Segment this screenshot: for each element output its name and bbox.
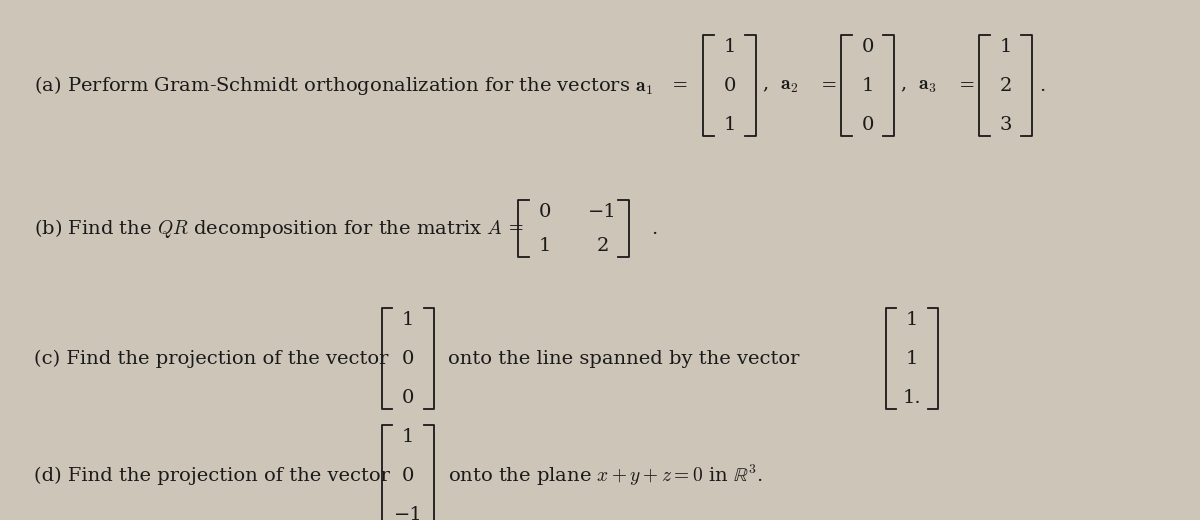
Text: −1: −1	[588, 203, 617, 221]
Text: 1: 1	[539, 237, 551, 255]
Text: ,  $\mathbf{a}_2$: , $\mathbf{a}_2$	[762, 77, 799, 95]
Text: 0: 0	[402, 467, 414, 485]
Text: 0: 0	[862, 116, 874, 134]
Text: onto the plane $x+y+z=0$ in $\mathbb{R}^3$.: onto the plane $x+y+z=0$ in $\mathbb{R}^…	[448, 463, 763, 488]
Text: 1: 1	[402, 311, 414, 329]
Text: −1: −1	[394, 506, 422, 520]
Text: =: =	[959, 77, 976, 95]
Text: 1: 1	[1000, 38, 1012, 56]
Text: (d) Find the projection of the vector: (d) Find the projection of the vector	[34, 466, 390, 485]
Text: 0: 0	[862, 38, 874, 56]
Text: 0: 0	[402, 350, 414, 368]
Text: =: =	[672, 77, 689, 95]
Text: 2: 2	[1000, 77, 1012, 95]
Text: .: .	[652, 220, 658, 238]
Text: 2: 2	[596, 237, 608, 255]
Text: 1: 1	[862, 77, 874, 95]
Text: 1: 1	[906, 311, 918, 329]
Text: 0: 0	[402, 389, 414, 407]
Text: 1: 1	[402, 428, 414, 446]
Text: (c) Find the projection of the vector: (c) Find the projection of the vector	[34, 349, 388, 368]
Text: (b) Find the $QR$ decomposition for the matrix $A$ =: (b) Find the $QR$ decomposition for the …	[34, 217, 523, 240]
Text: ,  $\mathbf{a}_3$: , $\mathbf{a}_3$	[900, 77, 937, 95]
Text: .: .	[1039, 77, 1045, 95]
Text: 1: 1	[906, 350, 918, 368]
Text: 0: 0	[724, 77, 736, 95]
Text: 1: 1	[724, 116, 736, 134]
Text: 1: 1	[724, 38, 736, 56]
Text: 0: 0	[539, 203, 551, 221]
Text: (a) Perform Gram-Schmidt orthogonalization for the vectors $\mathbf{a}_1$: (a) Perform Gram-Schmidt orthogonalizati…	[34, 74, 653, 97]
Text: onto the line spanned by the vector: onto the line spanned by the vector	[448, 350, 799, 368]
Text: 3: 3	[1000, 116, 1012, 134]
Text: =: =	[821, 77, 838, 95]
Text: 1.: 1.	[902, 389, 922, 407]
